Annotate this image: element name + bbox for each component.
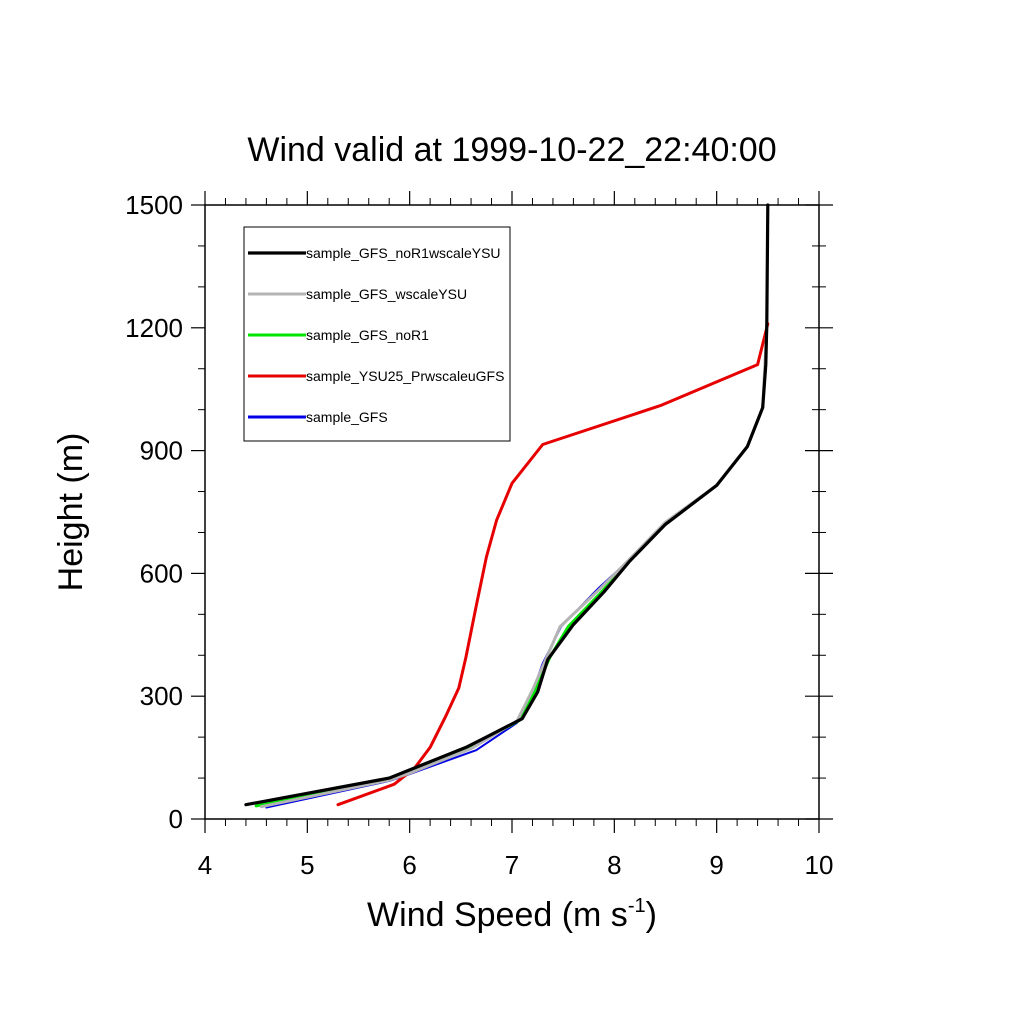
x-axis-label-close: ) (646, 896, 657, 934)
y-axis-label: Height (m) (52, 433, 90, 592)
legend-label: sample_YSU25_PrwscaleuGFS (306, 368, 504, 384)
legend-label: sample_GFS_wscaleYSU (306, 286, 467, 302)
axis-tick-labels: 4 5 6 7 8 9 10 0 300 600 900 1200 1500 (125, 190, 833, 880)
series-lines (244, 203, 770, 809)
x-tick-label: 6 (402, 850, 416, 880)
y-tick-label: 600 (140, 558, 183, 588)
x-axis-label-superscript: -1 (628, 895, 646, 917)
chart-title: Wind valid at 1999-10-22_22:40:00 (247, 131, 776, 169)
x-tick-label: 5 (300, 850, 314, 880)
y-tick-label: 300 (140, 681, 183, 711)
series-line-sample_YSU25_PrwscaleuGFS (336, 322, 770, 807)
x-tick-label: 8 (607, 850, 621, 880)
x-tick-label: 9 (709, 850, 723, 880)
legend-label: sample_GFS (306, 409, 388, 425)
x-axis-label: Wind Speed (m s-1) (367, 895, 657, 934)
x-tick-label: 7 (505, 850, 519, 880)
x-axis-label-main: Wind Speed (m s (367, 896, 628, 934)
y-tick-label: 1200 (125, 313, 183, 343)
y-tick-label: 0 (169, 804, 183, 834)
x-tick-label: 4 (198, 850, 212, 880)
legend-label: sample_GFS_noR1 (306, 327, 429, 343)
x-tick-label: 10 (805, 850, 834, 880)
plot-frame (204, 204, 820, 820)
series-line-sample_GFS_noR1wscaleYSU (244, 203, 770, 807)
legend: sample_GFS_noR1wscaleYSU sample_GFS_wscal… (243, 226, 511, 442)
y-tick-label: 900 (140, 436, 183, 466)
legend-label: sample_GFS_noR1wscaleYSU (306, 245, 501, 261)
y-tick-label: 1500 (125, 190, 183, 220)
